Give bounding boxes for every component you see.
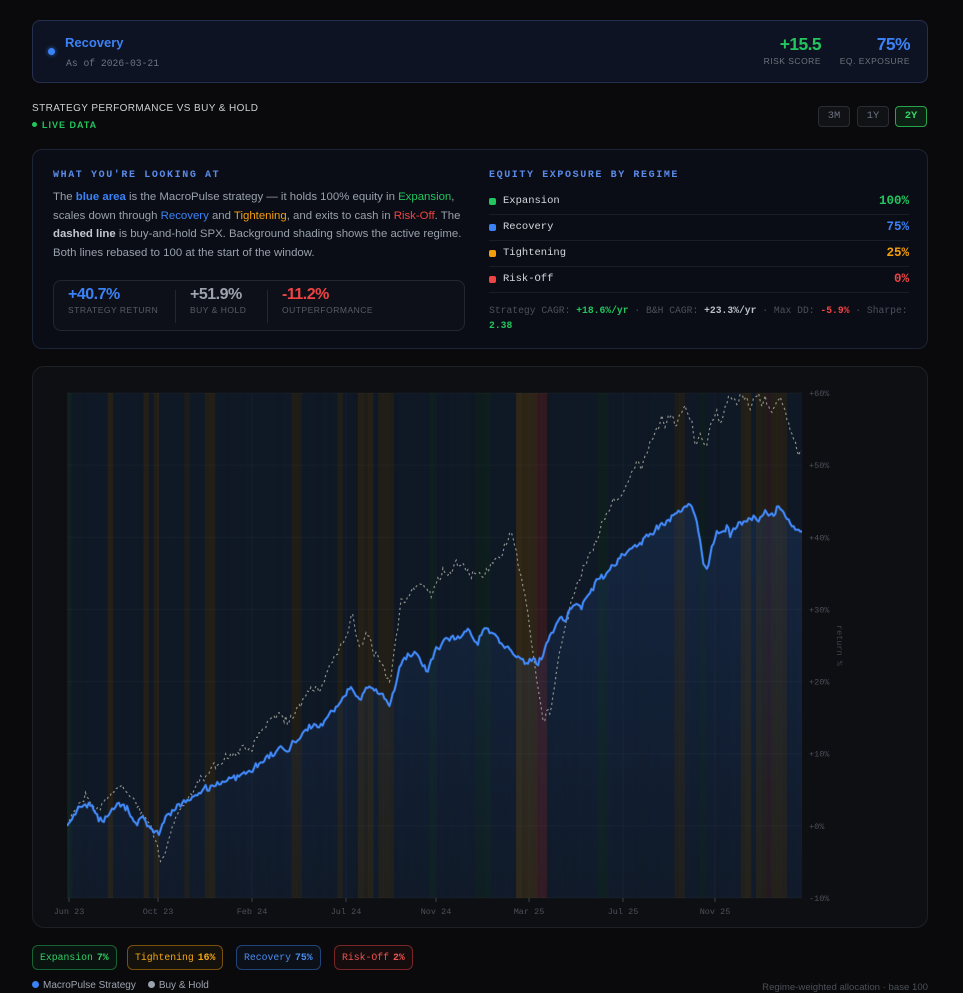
- svg-text:Nov 24: Nov 24: [421, 907, 452, 917]
- svg-text:Oct 23: Oct 23: [143, 907, 174, 917]
- svg-text:Mar 25: Mar 25: [514, 907, 545, 917]
- svg-text:Jun 23: Jun 23: [54, 907, 85, 917]
- svg-text:+10%: +10%: [809, 750, 830, 760]
- svg-text:Feb 24: Feb 24: [237, 907, 268, 917]
- svg-text:+60%: +60%: [809, 389, 830, 399]
- svg-text:Jul 25: Jul 25: [608, 907, 639, 917]
- svg-text:-10%: -10%: [809, 894, 830, 904]
- svg-text:+30%: +30%: [809, 605, 830, 615]
- svg-text:+20%: +20%: [809, 678, 830, 688]
- svg-text:Jul 24: Jul 24: [331, 907, 362, 917]
- svg-text:+50%: +50%: [809, 461, 830, 471]
- svg-text:return %: return %: [834, 625, 844, 667]
- svg-text:+0%: +0%: [809, 822, 825, 832]
- svg-text:Nov 25: Nov 25: [700, 907, 731, 917]
- svg-text:+40%: +40%: [809, 533, 830, 543]
